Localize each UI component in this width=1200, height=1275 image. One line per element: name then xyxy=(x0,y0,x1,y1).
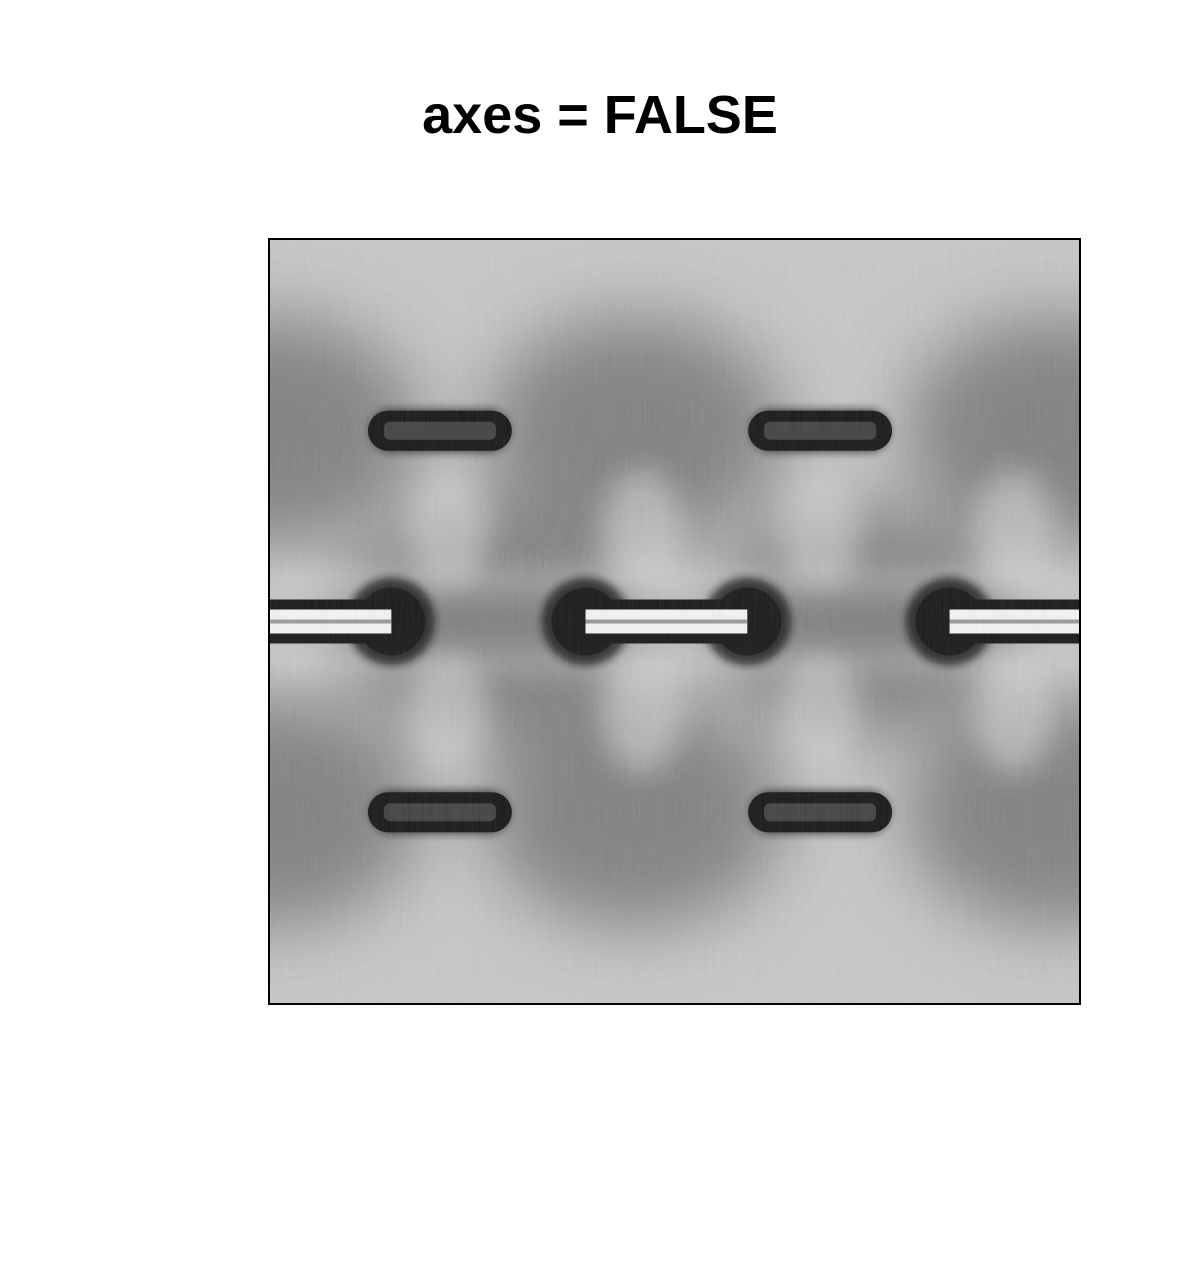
chart-title: axes = FALSE xyxy=(422,85,778,145)
plot-area xyxy=(268,238,1081,1005)
heatmap-image xyxy=(270,240,1079,1003)
